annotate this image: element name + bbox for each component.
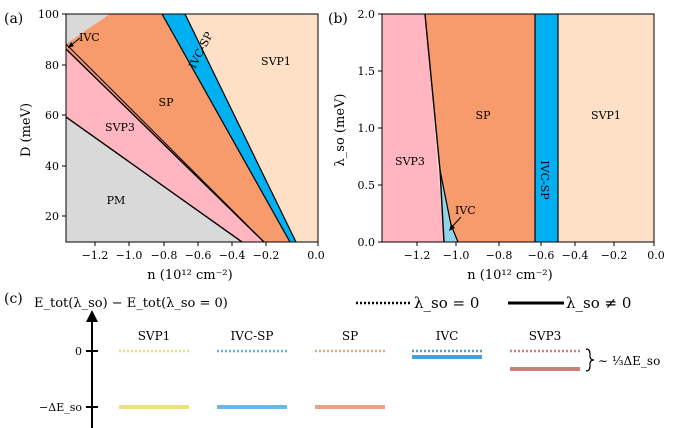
panel-b-ytick: 2.0 xyxy=(358,8,376,21)
boundary-svp3-sp xyxy=(66,48,265,242)
panel-a-label: (a) xyxy=(4,11,23,27)
label-svp1: SVP1 xyxy=(261,55,291,68)
panel-a-ytick: 100 xyxy=(38,8,59,21)
boundary-sp-ivcsp xyxy=(161,14,291,242)
brace-label: ∼ ⅓ΔE_so xyxy=(598,354,660,368)
label-svp3: SVP3 xyxy=(395,155,425,168)
region-ivc xyxy=(440,170,458,242)
panel-b-ylabel: λ_so (meV) xyxy=(333,94,348,167)
label-pm: PM xyxy=(107,194,126,207)
panel-a-xtick: −1.0 xyxy=(116,249,143,262)
panel-a-ytick: 80 xyxy=(45,59,59,72)
panel-a-ylabel: D (meV) xyxy=(19,103,34,157)
panel-a-ytick: 60 xyxy=(45,109,59,122)
panel-a-xtick: 0.0 xyxy=(307,249,325,262)
ivc-arrow xyxy=(449,216,462,231)
region-svp3 xyxy=(382,14,444,242)
panel-b-ytick: 1.0 xyxy=(358,122,376,135)
label-svp3: SVP3 xyxy=(105,121,135,134)
panel-b-ytick: 1.5 xyxy=(358,65,376,78)
label-ivc-sp: IVC-SP xyxy=(538,160,551,200)
label-svp1: SVP1 xyxy=(591,109,621,122)
region-ivc-sp xyxy=(535,14,558,242)
panel-a-phase-map xyxy=(66,14,318,242)
state-label-svp1: SVP1 xyxy=(138,329,171,343)
state-label-svp3: SVP3 xyxy=(529,329,562,343)
label-ivc: IVC xyxy=(79,31,100,44)
panel-a-xtick: −0.2 xyxy=(253,249,280,262)
region-svp1 xyxy=(185,14,318,242)
boundary-ivc xyxy=(66,43,265,242)
tick-zero-label: 0 xyxy=(75,345,82,358)
panel-b-xtick: −0.4 xyxy=(562,249,589,262)
panel-b-yticks xyxy=(378,13,382,243)
state-label-ivc-sp: IVC-SP xyxy=(231,329,274,343)
panel-b: (b) SVP3 SP SVP1 IVC-SP IVC 0.0 0.5 1.0 … xyxy=(328,8,665,283)
panel-b-xtick: −1.0 xyxy=(443,249,470,262)
panel-a-frame xyxy=(65,13,319,243)
panel-a-xticks xyxy=(94,242,319,246)
state-label-ivc: IVC xyxy=(436,329,459,343)
boundary-pm-svp3 xyxy=(66,116,243,242)
panel-a-xlabel: n (10¹² cm⁻²) xyxy=(147,268,232,283)
panel-a-xtick: −1.2 xyxy=(82,249,109,262)
region-sp xyxy=(66,14,290,242)
boundary-ivcsp-svp1 xyxy=(184,14,297,242)
panel-b-xtick: −0.2 xyxy=(601,249,628,262)
label-sp: SP xyxy=(476,109,492,122)
panel-b-xticks xyxy=(416,242,655,246)
ivc-arrow xyxy=(68,37,81,48)
panel-a-yticks xyxy=(62,13,66,217)
legend-solid-label: λ_so ≠ 0 xyxy=(566,294,631,312)
panel-b-xlabel: n (10¹² cm⁻²) xyxy=(467,268,552,283)
panel-a: (a) PM SVP3 SP SVP1 IVC-SP IVC 20 40 60 … xyxy=(4,8,325,283)
panel-c-ylabel: E_tot(λ_so) − E_tot(λ_so = 0) xyxy=(34,296,228,311)
region-ivc-sp xyxy=(162,14,296,242)
panel-a-xtick: −0.6 xyxy=(185,249,212,262)
panel-a-xtick: −0.4 xyxy=(219,249,246,262)
panel-b-phase-map xyxy=(382,14,654,242)
panel-a-ytick: 20 xyxy=(45,210,59,223)
panel-a-xtick: −0.8 xyxy=(151,249,178,262)
legend-dotted-label: λ_so = 0 xyxy=(414,294,479,312)
brace xyxy=(585,348,595,372)
state-label-sp: SP xyxy=(342,329,358,343)
panel-b-xtick: 0.0 xyxy=(647,249,665,262)
panel-b-xtick: −1.2 xyxy=(404,249,431,262)
region-sp xyxy=(425,14,535,242)
label-sp: SP xyxy=(159,96,175,109)
panel-b-ytick: 0.0 xyxy=(358,236,376,249)
tick-neg-label: −ΔE_so xyxy=(39,401,82,414)
panel-b-xtick: −0.8 xyxy=(486,249,513,262)
panel-c: (c) E_tot(λ_so) − E_tot(λ_so = 0) λ_so =… xyxy=(4,291,660,428)
label-ivc: IVC xyxy=(455,204,476,217)
energy-axis-arrowhead xyxy=(86,310,98,322)
panel-c-label: (c) xyxy=(4,291,23,307)
panel-b-ytick: 0.5 xyxy=(358,179,376,192)
panel-b-xtick: −0.6 xyxy=(528,249,555,262)
panel-a-ytick: 40 xyxy=(45,160,59,173)
panel-b-label: (b) xyxy=(328,11,348,27)
